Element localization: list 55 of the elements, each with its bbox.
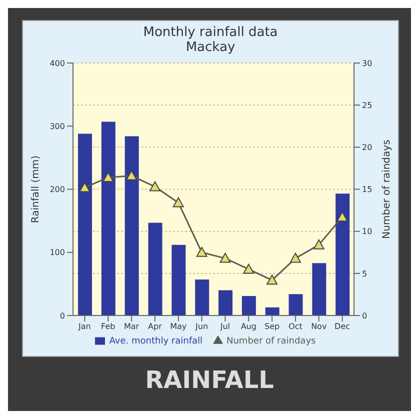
y-tick-label: 100 <box>50 248 65 258</box>
y2-tick-label: 0 <box>362 311 368 320</box>
y-tick-label: 300 <box>50 122 65 131</box>
bar <box>195 280 210 316</box>
x-tick-label: Dec <box>334 322 350 332</box>
point <box>266 274 278 285</box>
chart-subtitle: Mackay <box>184 40 236 55</box>
y2-tick-label: 5 <box>362 269 368 278</box>
y2-tick-label: 25 <box>362 100 372 110</box>
y-tick-label: 200 <box>50 185 65 194</box>
x-tick-label: Aug <box>240 322 256 332</box>
chart-title: Monthly rainfall data <box>142 25 279 40</box>
bar <box>265 307 280 316</box>
point <box>172 197 184 208</box>
point <box>313 239 324 250</box>
point <box>79 182 90 192</box>
bar <box>288 294 303 316</box>
bar <box>148 222 162 316</box>
bar <box>124 136 139 316</box>
bar <box>218 290 232 316</box>
point <box>102 172 114 182</box>
x-tick-label: Jan <box>78 322 91 332</box>
bar <box>312 263 326 316</box>
x-tick-label: Apr <box>148 322 163 332</box>
x-tick-label: Jun <box>194 322 208 332</box>
bar <box>101 122 116 316</box>
x-tick-label: Jul <box>219 322 230 332</box>
point <box>196 246 208 257</box>
bar <box>172 244 186 316</box>
point <box>126 170 138 180</box>
point <box>149 181 160 192</box>
y-axis-title: Rainfall (mm) <box>30 155 42 224</box>
point <box>290 252 301 263</box>
y2-axis-title: Number of raindays <box>382 140 393 239</box>
x-tick-label: May <box>170 322 187 332</box>
x-tick-label: Feb <box>101 322 116 332</box>
y-tick-label: 0 <box>60 311 65 320</box>
y2-tick-label: 15 <box>362 185 372 194</box>
point <box>243 264 254 274</box>
bar <box>336 194 350 316</box>
bar <box>242 296 256 316</box>
x-tick-label: Nov <box>311 322 327 332</box>
x-tick-label: Oct <box>288 322 302 332</box>
point <box>336 212 348 222</box>
y-tick-label: 400 <box>50 58 65 68</box>
x-tick-label: Sep <box>264 322 280 332</box>
y2-tick-label: 20 <box>362 143 372 152</box>
bar <box>78 134 92 316</box>
legend-label: Number of raindays <box>226 336 316 346</box>
legend-label: Ave. monthly rainfall <box>109 336 202 346</box>
text: RAINFALL <box>144 366 275 394</box>
y2-tick-label: 10 <box>362 227 372 236</box>
x-tick-label: Mar <box>124 322 140 332</box>
point <box>220 252 231 263</box>
y2-tick-label: 30 <box>362 58 372 68</box>
